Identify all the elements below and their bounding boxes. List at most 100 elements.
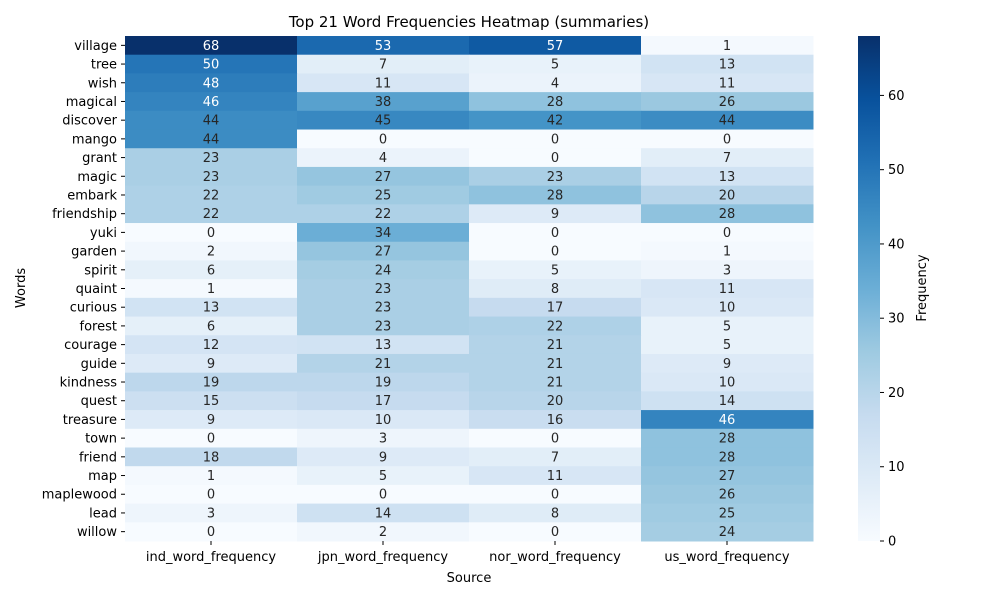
cell-value-label: 28 <box>719 207 736 222</box>
heatmap-cell <box>641 522 814 542</box>
row-label: village <box>74 39 117 54</box>
heatmap-cell <box>125 410 298 430</box>
heatmap-cell <box>469 279 642 299</box>
cell-value-label: 23 <box>547 170 564 185</box>
heatmap-cell <box>297 54 470 74</box>
row-label: forest <box>80 319 117 334</box>
heatmap-cell <box>641 129 814 149</box>
cell-value-label: 6 <box>207 263 215 278</box>
cell-value-label: 44 <box>203 132 220 147</box>
x-axis-label: Source <box>447 571 492 586</box>
colorbar <box>858 36 880 541</box>
heatmap-cell <box>641 73 814 93</box>
heatmap-cell <box>125 279 298 299</box>
cell-value-label: 8 <box>551 282 559 297</box>
cell-value-label: 24 <box>719 525 736 540</box>
cell-value-label: 50 <box>203 58 220 73</box>
heatmap-cell <box>125 223 298 243</box>
colorbar-tick-label: 0 <box>888 535 896 550</box>
cell-value-label: 22 <box>203 188 220 203</box>
heatmap-cell <box>297 36 470 56</box>
column-label: nor_word_frequency <box>489 550 621 565</box>
heatmap-cell <box>469 503 642 523</box>
heatmap-cell <box>125 447 298 467</box>
heatmap-cell <box>297 466 470 486</box>
cell-value-label: 25 <box>375 188 392 203</box>
row-label: magic <box>77 170 117 185</box>
cell-value-label: 8 <box>551 506 559 521</box>
cell-value-label: 23 <box>375 301 392 316</box>
heatmap-cell <box>125 466 298 486</box>
cell-value-label: 10 <box>375 413 392 428</box>
cell-value-label: 23 <box>375 282 392 297</box>
heatmap-cell <box>125 335 298 355</box>
heatmap-cell <box>297 447 470 467</box>
heatmap-cell <box>297 110 470 131</box>
heatmap-cell <box>297 73 470 93</box>
cell-value-label: 27 <box>375 245 392 260</box>
heatmap-cell <box>641 54 814 74</box>
heatmap-cell <box>641 316 814 336</box>
column-label: jpn_word_frequency <box>317 550 449 565</box>
cell-value-label: 34 <box>375 226 392 241</box>
heatmap-cell <box>469 522 642 542</box>
heatmap-cell <box>641 503 814 523</box>
heatmap-cell <box>125 503 298 523</box>
row-label: map <box>88 469 117 484</box>
cell-value-label: 27 <box>719 469 736 484</box>
cell-value-label: 10 <box>719 301 736 316</box>
heatmap-cell <box>641 241 814 261</box>
row-label: lead <box>89 506 117 521</box>
colorbar-tick-label: 50 <box>888 163 905 178</box>
heatmap-cell <box>297 129 470 149</box>
heatmap-cell <box>469 428 642 448</box>
heatmap-cell <box>469 92 642 112</box>
row-label: courage <box>64 338 117 353</box>
column-label: us_word_frequency <box>664 550 789 565</box>
row-label: discover <box>62 114 117 129</box>
heatmap-cell <box>641 223 814 243</box>
cell-value-label: 23 <box>203 151 220 166</box>
heatmap-cell <box>469 148 642 168</box>
row-label: town <box>85 432 117 447</box>
cell-value-label: 15 <box>203 394 220 409</box>
cell-value-label: 0 <box>207 226 215 241</box>
cell-value-label: 19 <box>375 376 392 391</box>
cell-value-label: 46 <box>719 413 736 428</box>
cell-value-label: 11 <box>719 76 736 91</box>
heatmap-cell <box>469 372 642 392</box>
cell-value-label: 0 <box>207 525 215 540</box>
cell-value-label: 21 <box>547 376 564 391</box>
cell-value-label: 28 <box>719 432 736 447</box>
heatmap-cell <box>125 166 298 187</box>
heatmap-cell <box>297 353 470 374</box>
row-label: tree <box>91 58 117 73</box>
row-label: friend <box>79 450 117 465</box>
heatmap-cell <box>297 92 470 112</box>
cell-value-label: 9 <box>723 357 731 372</box>
cell-value-label: 13 <box>719 58 736 73</box>
heatmap-cell <box>297 372 470 392</box>
cell-value-label: 3 <box>207 506 215 521</box>
heatmap-cell <box>641 110 814 131</box>
heatmap-cell <box>125 129 298 149</box>
heatmap-cell <box>125 260 298 280</box>
row-label: wish <box>88 76 117 91</box>
cell-value-label: 9 <box>379 450 387 465</box>
row-label: curious <box>70 301 118 316</box>
cell-value-label: 17 <box>375 394 392 409</box>
colorbar-tick-label: 40 <box>888 237 905 252</box>
cell-value-label: 7 <box>379 58 387 73</box>
cell-value-label: 2 <box>379 525 387 540</box>
row-label: yuki <box>90 226 117 241</box>
heatmap-cell <box>469 316 642 336</box>
heatmap-cell <box>297 503 470 523</box>
y-axis-label: Words <box>14 268 29 308</box>
cell-value-label: 4 <box>551 76 559 91</box>
cell-value-label: 9 <box>207 413 215 428</box>
column-labels: ind_word_frequency jpn_word_frequency nor_… <box>146 541 790 565</box>
heatmap-cell <box>469 110 642 131</box>
chart-title: Top 21 Word Frequencies Heatmap (summari… <box>288 13 649 31</box>
heatmap-cell <box>469 204 642 224</box>
